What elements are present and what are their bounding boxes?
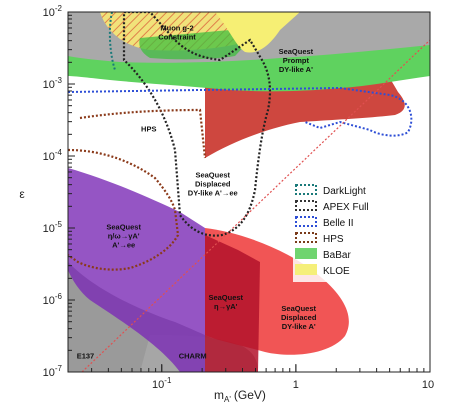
- legend-label: APEX Full: [323, 202, 369, 213]
- y-axis-label: ε: [19, 187, 25, 201]
- legend-swatch: [295, 232, 317, 243]
- legend-label: DarkLight: [323, 186, 366, 197]
- x-tick-label: 10: [422, 379, 434, 391]
- y-tick-label: 10-7: [43, 364, 63, 379]
- y-axis-ticks: 10-7 10-6 10-5 10-4 10-3 10-2: [43, 4, 75, 379]
- legend-swatch: [295, 184, 317, 195]
- annotation-displaced-low: SeaQuest Displaced DY-like A': [281, 304, 317, 331]
- annotation-e137: E137: [77, 351, 95, 360]
- apex-projection: [122, 12, 272, 237]
- region-annotations: Muon g-2 Constraint SeaQuest Prompt DY-like …: [77, 24, 317, 361]
- annotation-eta-small: SeaQuest η→γA': [208, 293, 243, 311]
- reference-diagonal: [81, 39, 430, 372]
- annotation-muon: Muon g-2 Constraint: [158, 24, 196, 42]
- plot-frame: [67, 11, 431, 373]
- hps-top-projection: [79, 108, 207, 159]
- y-tick-label: 10-6: [43, 292, 63, 307]
- y-tick-label: 10-4: [43, 148, 63, 163]
- legend-label: Belle II: [323, 218, 354, 229]
- legend-swatch: [295, 248, 317, 259]
- legend-label: HPS: [323, 234, 344, 245]
- annotation-charm: CHARM: [179, 351, 207, 360]
- annotation-prompt: SeaQuest Prompt DY-like A': [279, 47, 314, 74]
- y-tick-label: 10-3: [43, 76, 63, 91]
- seaquest-eta-gamma-region: [205, 235, 260, 372]
- belle2-projection: [68, 86, 413, 137]
- x-tick-label: 1: [293, 379, 299, 391]
- seaquest-eta-omega-region: [68, 168, 205, 372]
- legend-swatch: [295, 200, 317, 211]
- legend-swatch: [295, 216, 317, 227]
- annotation-displaced: SeaQuest Displaced DY-like A'→ee: [188, 171, 238, 198]
- annotation-hps: HPS: [141, 124, 156, 133]
- darklight-projection: [108, 12, 116, 71]
- y-tick-label: 10-2: [43, 4, 63, 19]
- x-axis-label: mA' (GeV): [214, 388, 266, 404]
- exclusion-regions: [68, 12, 430, 372]
- y-tick-label: 10-5: [43, 220, 63, 235]
- muon-g2-region: [139, 30, 250, 60]
- x-tick-label: 10-1: [152, 376, 172, 391]
- legend-label: BaBar: [323, 250, 351, 261]
- x-axis-ticks: 10-1 1 10: [67, 364, 434, 391]
- legend: DarkLight APEX Full Belle II HPS BaBar KLOE: [293, 182, 373, 282]
- kloe-band: [215, 12, 300, 53]
- legend-swatch: [295, 264, 317, 275]
- legend-label: KLOE: [323, 266, 350, 277]
- annotation-eta: SeaQuest η/ω→γA' A'→ee: [106, 223, 141, 250]
